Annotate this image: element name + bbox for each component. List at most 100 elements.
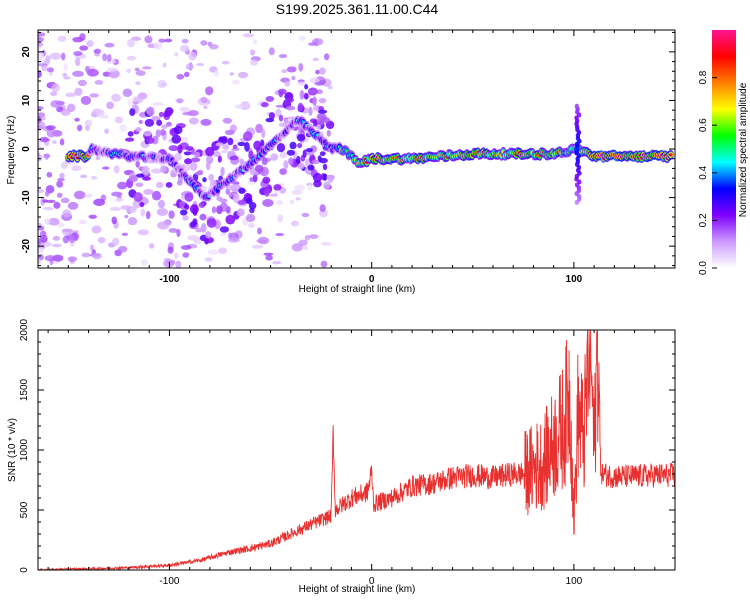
heatmap-scatter-cell bbox=[276, 142, 286, 153]
heatmap-noise-cell bbox=[114, 197, 125, 203]
heatmap-scatter-cell bbox=[237, 141, 246, 147]
heatmap-noise-cell bbox=[175, 260, 182, 268]
snr-x-tick-label-minus100: -100 bbox=[159, 576, 179, 587]
heatmap-noise-cell bbox=[63, 63, 68, 72]
heatmap-noise-cell bbox=[99, 114, 110, 119]
heatmap-noise-cell bbox=[94, 79, 104, 85]
heatmap-noise-cell bbox=[91, 225, 102, 234]
heatmap-noise-cell bbox=[88, 214, 98, 219]
heatmap-noise-cell bbox=[275, 233, 285, 237]
heatmap-scatter-cell bbox=[146, 137, 155, 144]
heatmap-noise-cell bbox=[135, 70, 146, 76]
heatmap-noise-cell bbox=[40, 234, 48, 243]
y-tick-label-20: 20 bbox=[21, 46, 32, 58]
heatmap-scatter-cell bbox=[232, 144, 238, 149]
heatmap-noise-cell bbox=[263, 252, 274, 256]
heatmap-scatter-cell bbox=[313, 172, 322, 183]
heatmap-noise-cell bbox=[148, 243, 155, 249]
heatmap-scatter-cell bbox=[297, 102, 304, 112]
heatmap-noise-cell bbox=[320, 241, 332, 246]
heatmap-noise-cell bbox=[319, 67, 326, 75]
heatmap-scatter-cell bbox=[189, 204, 199, 214]
heatmap-noise-cell bbox=[319, 204, 326, 212]
heatmap-noise-cell bbox=[69, 241, 75, 247]
heatmap-scatter-cell bbox=[273, 184, 282, 191]
heatmap-scatter-cell bbox=[312, 96, 317, 106]
heatmap-noise-cell bbox=[38, 70, 42, 78]
heatmap-scatter-cell bbox=[195, 227, 203, 233]
heatmap-noise-cell bbox=[227, 237, 240, 243]
heatmap-scatter-cell bbox=[270, 153, 279, 161]
heatmap-scatter-cell bbox=[289, 141, 297, 150]
heatmap-scatter-cell bbox=[184, 158, 193, 165]
heatmap-noise-cell bbox=[75, 57, 81, 67]
heatmap-noise-cell bbox=[297, 81, 307, 86]
heatmap-noise-cell bbox=[204, 257, 213, 262]
heatmap-scatter-cell bbox=[288, 157, 294, 166]
heatmap-noise-cell bbox=[203, 105, 208, 110]
heatmap-noise-cell bbox=[208, 173, 215, 181]
heatmap-scatter-cell bbox=[133, 192, 143, 202]
heatmap-noise-cell bbox=[179, 106, 190, 112]
heatmap-noise-cell bbox=[38, 36, 45, 43]
heatmap-noise-cell bbox=[63, 76, 71, 80]
heatmap-noise-cell bbox=[89, 244, 94, 252]
heatmap-noise-cell bbox=[102, 53, 108, 62]
heatmap-scatter-cell bbox=[190, 221, 196, 228]
heatmap-noise-cell bbox=[51, 243, 62, 248]
heatmap-scatter-cell bbox=[239, 158, 244, 165]
heatmap-noise-cell bbox=[42, 137, 51, 142]
heatmap-noise-cell bbox=[73, 50, 83, 56]
y-tick-label-minus10: -10 bbox=[21, 190, 32, 205]
snr-y-tick-label-2000: 2000 bbox=[19, 318, 30, 341]
heatmap-scatter-cell bbox=[138, 119, 143, 125]
heatmap-scatter-cell bbox=[216, 196, 223, 202]
heatmap-noise-cell bbox=[160, 82, 168, 87]
heatmap-noise-cell bbox=[298, 35, 307, 41]
heatmap-noise-cell bbox=[257, 236, 270, 245]
heatmap-noise-cell bbox=[301, 212, 310, 218]
heatmap-noise-cell bbox=[106, 53, 112, 62]
heatmap-noise-cell bbox=[68, 235, 76, 244]
heatmap-noise-cell bbox=[45, 125, 56, 131]
heatmap-noise-cell bbox=[142, 66, 152, 70]
heatmap-ridge-core bbox=[668, 153, 673, 157]
heatmap-noise-cell bbox=[102, 166, 110, 170]
heatmap-scatter-cell bbox=[264, 188, 270, 197]
heatmap-noise-cell bbox=[126, 38, 136, 48]
heatmap-noise-cell bbox=[289, 199, 295, 205]
heatmap-noise-cell bbox=[232, 79, 241, 85]
heatmap-noise-cell bbox=[239, 101, 251, 111]
heatmap-scatter-cell bbox=[135, 160, 140, 168]
heatmap-scatter-cell bbox=[322, 163, 328, 171]
heatmap-scatter-cell bbox=[319, 151, 326, 157]
heatmap-scatter-cell bbox=[164, 110, 173, 117]
heatmap-scatter-cell bbox=[285, 105, 296, 111]
colorbar-tick-label-0-8: 0.8 bbox=[698, 70, 709, 84]
heatmap-scatter-cell bbox=[268, 112, 275, 120]
heatmap-noise-cell bbox=[269, 193, 279, 197]
heatmap-scatter-cell bbox=[299, 90, 305, 100]
heatmap-noise-cell bbox=[59, 172, 65, 179]
heatmap-noise-cell bbox=[213, 151, 221, 158]
heatmap-noise-cell bbox=[65, 92, 76, 98]
heatmap-scatter-cell bbox=[248, 202, 257, 210]
heatmap-scatter-cell bbox=[173, 125, 183, 135]
heatmap-scatter-cell bbox=[323, 181, 331, 190]
heatmap-noise-cell bbox=[44, 255, 56, 262]
heatmap-scatter-cell bbox=[135, 182, 144, 187]
heatmap-noise-cell bbox=[112, 237, 120, 246]
heatmap-noise-cell bbox=[161, 124, 168, 130]
heatmap-noise-cell bbox=[145, 211, 151, 220]
heatmap-scatter-cell bbox=[262, 176, 271, 184]
heatmap-scatter-cell bbox=[160, 165, 167, 174]
heatmap-scatter-cell bbox=[190, 161, 198, 171]
heatmap-noise-cell bbox=[140, 258, 148, 266]
heatmap-noise-cell bbox=[209, 44, 219, 50]
heatmap-scatter-cell bbox=[265, 95, 275, 102]
heatmap-noise-cell bbox=[221, 60, 230, 65]
heatmap-noise-cell bbox=[249, 59, 259, 66]
heatmap-spike-cell bbox=[577, 179, 582, 185]
snr-y-tick-label-1000: 1000 bbox=[19, 438, 30, 461]
heatmap-noise-cell bbox=[143, 188, 154, 195]
